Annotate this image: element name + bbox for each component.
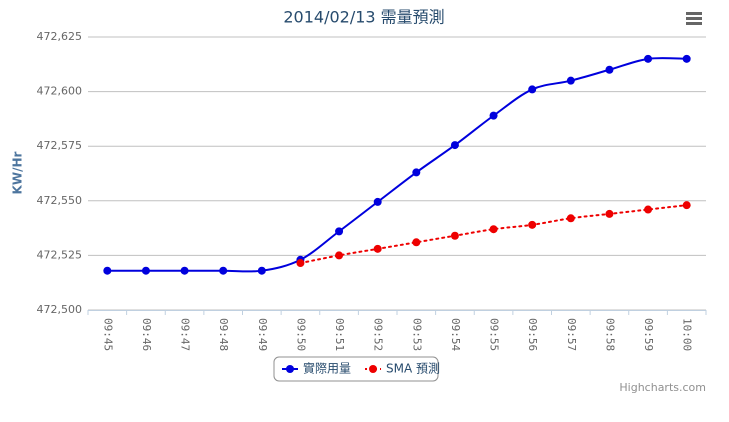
credits[interactable]: Highcharts.com bbox=[619, 381, 706, 394]
data-point bbox=[682, 54, 691, 63]
y-tick-label: 472,575 bbox=[37, 139, 83, 152]
data-point bbox=[219, 266, 228, 275]
legend-label: SMA 預測 bbox=[386, 362, 440, 376]
data-point bbox=[296, 259, 305, 268]
data-point bbox=[412, 168, 421, 177]
legend-box bbox=[273, 356, 439, 382]
x-tick-label: 09:46 bbox=[140, 318, 153, 351]
data-point bbox=[103, 266, 112, 275]
x-tick-label: 09:49 bbox=[256, 318, 269, 351]
x-tick-label: 09:51 bbox=[333, 318, 346, 351]
x-tick-label: 09:56 bbox=[526, 318, 539, 351]
x-tick-label: 09:50 bbox=[294, 318, 307, 351]
x-tick-label: 10:00 bbox=[681, 318, 694, 351]
data-point bbox=[373, 197, 382, 206]
data-point bbox=[450, 231, 459, 240]
y-tick-label: 472,550 bbox=[37, 194, 83, 207]
data-point bbox=[373, 244, 382, 253]
data-point bbox=[528, 85, 537, 94]
x-tick-label: 09:48 bbox=[217, 318, 230, 351]
x-tick-label: 09:47 bbox=[179, 318, 192, 351]
data-point bbox=[605, 65, 614, 74]
x-tick-label: 09:59 bbox=[642, 318, 655, 351]
data-point bbox=[335, 227, 344, 236]
menu-bar bbox=[686, 22, 702, 25]
x-tick-label: 09:45 bbox=[101, 318, 114, 351]
data-point bbox=[335, 251, 344, 260]
data-point bbox=[682, 201, 691, 210]
menu-button[interactable] bbox=[686, 12, 702, 25]
data-point bbox=[644, 54, 653, 63]
data-point bbox=[605, 209, 614, 218]
series-line bbox=[106, 57, 688, 273]
data-point bbox=[257, 266, 266, 275]
y-axis-title: KW/Hr bbox=[11, 151, 25, 194]
legend-symbol bbox=[286, 365, 294, 373]
y-tick-label: 472,600 bbox=[37, 85, 83, 98]
data-point bbox=[489, 111, 498, 120]
y-tick-label: 472,625 bbox=[37, 30, 83, 43]
data-point bbox=[528, 220, 537, 229]
x-tick-label: 09:55 bbox=[488, 318, 501, 351]
x-tick-label: 09:52 bbox=[372, 318, 385, 351]
menu-bar bbox=[686, 12, 702, 15]
x-tick-label: 09:54 bbox=[449, 318, 462, 351]
y-tick-label: 472,525 bbox=[37, 248, 83, 261]
data-point bbox=[566, 214, 575, 223]
x-tick-label: 09:58 bbox=[603, 318, 616, 351]
data-point bbox=[180, 266, 189, 275]
legend-label: 實際用量 bbox=[303, 361, 351, 376]
legend-symbol bbox=[369, 365, 378, 373]
chart-title: 2014/02/13 需量預測 bbox=[283, 8, 444, 27]
menu-bar bbox=[686, 17, 702, 20]
data-point bbox=[412, 238, 421, 247]
data-point bbox=[141, 266, 150, 275]
data-point bbox=[566, 76, 575, 85]
data-point bbox=[489, 225, 498, 234]
x-tick-label: 09:53 bbox=[410, 318, 423, 351]
y-tick-label: 472,500 bbox=[37, 303, 83, 316]
series-line bbox=[299, 204, 688, 265]
data-point bbox=[644, 205, 653, 214]
x-tick-label: 09:57 bbox=[565, 318, 578, 351]
data-point bbox=[450, 141, 459, 150]
